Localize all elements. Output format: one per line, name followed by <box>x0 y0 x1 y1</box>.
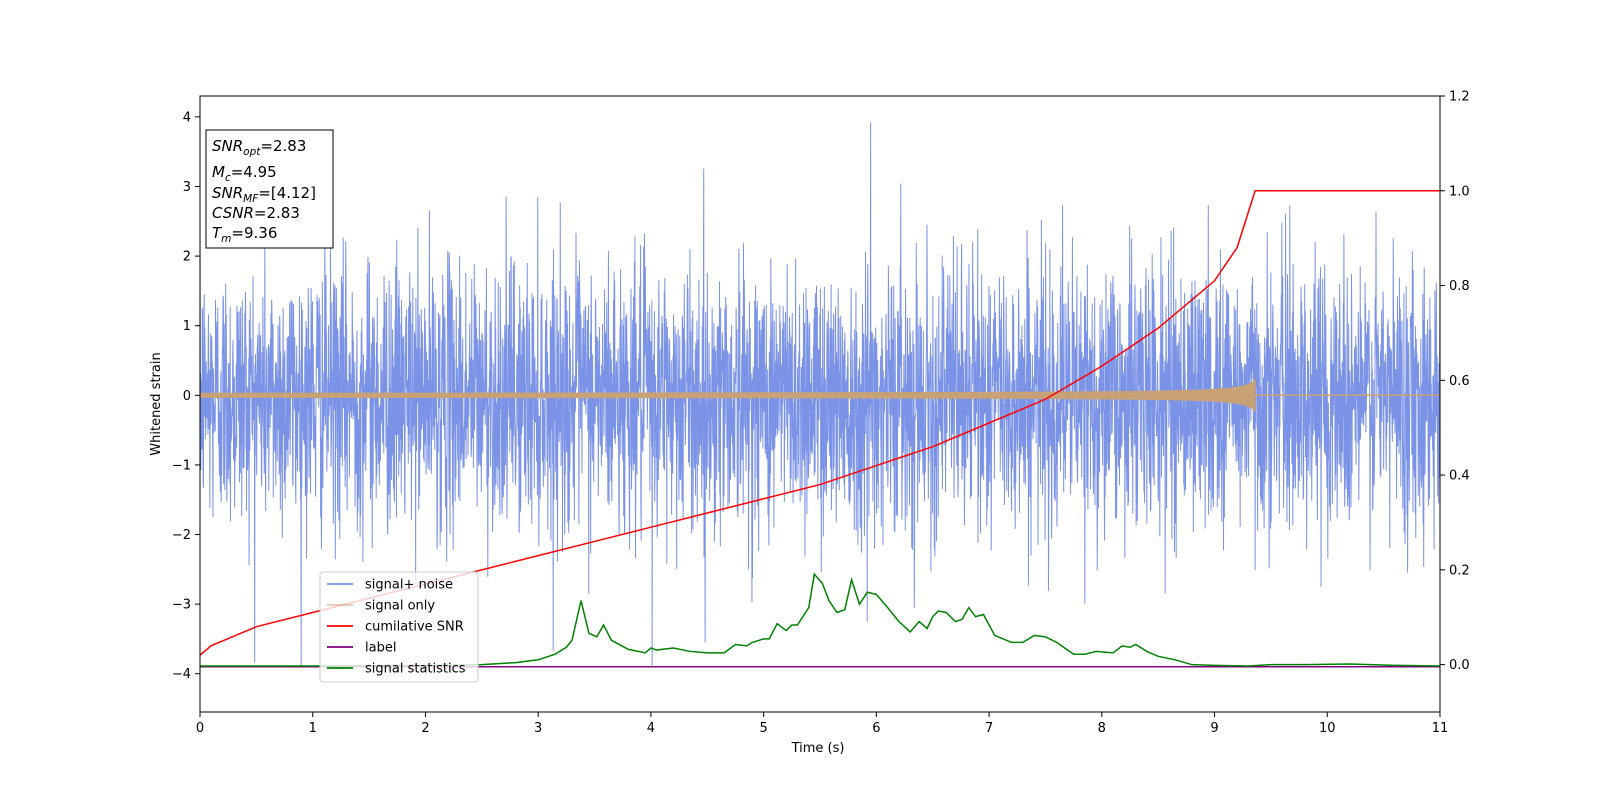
x-tick-label: 11 <box>1432 721 1449 736</box>
info-box: SNRopt=2.83 Mc=4.95 SNRMF=[4.12] CSNR=2.… <box>205 129 334 249</box>
y-tick-label: 1 <box>183 319 191 334</box>
info-mc-main: M <box>212 163 225 181</box>
y-axis-label: Whitened strain <box>149 352 164 455</box>
y2-tick-label: 0.0 <box>1449 658 1470 673</box>
legend-label: signal only <box>365 599 435 614</box>
info-snr-opt: SNRopt=2.83 <box>212 137 306 158</box>
x-axis-label: Time (s) <box>791 741 845 756</box>
y-axis-ticks: 4 3 2 1 0 −1 −2 −3 −4 <box>172 110 200 682</box>
y2-tick-label: 0.2 <box>1449 563 1470 578</box>
y2-tick-label: 0.4 <box>1449 469 1470 484</box>
y-tick-label: −1 <box>172 458 191 473</box>
info-csnr-value: =2.83 <box>254 204 300 222</box>
x-axis-ticks: 0 1 2 3 4 5 6 7 8 9 10 11 <box>196 712 1448 736</box>
x-tick-label: 5 <box>759 721 767 736</box>
legend-label: signal statistics <box>365 662 466 677</box>
x-tick-label: 4 <box>647 721 655 736</box>
info-tm: Tm=9.36 <box>212 224 277 245</box>
y2-tick-label: 1.0 <box>1449 184 1470 199</box>
info-csnr-main: CSNR <box>212 204 254 222</box>
info-csnr: CSNR=2.83 <box>212 204 300 222</box>
x-tick-label: 9 <box>1210 721 1218 736</box>
y-tick-label: 4 <box>183 110 191 125</box>
x-tick-label: 1 <box>309 721 317 736</box>
signal-only-envelope <box>200 378 1256 413</box>
y-tick-label: −2 <box>172 528 191 543</box>
axes-frame <box>199 95 1441 713</box>
info-snr-opt-value: =2.83 <box>260 137 306 155</box>
legend-label: signal+ noise <box>365 578 453 593</box>
legend-label: label <box>365 641 396 656</box>
info-box-frame <box>205 129 334 249</box>
info-snr-mf-main: SNR <box>212 184 243 202</box>
info-tm-value: =9.36 <box>231 224 277 242</box>
info-tm-sub: m <box>221 233 231 245</box>
signal-statistics-series <box>200 572 1440 667</box>
info-mc-value: =4.95 <box>231 163 277 181</box>
signal-only-series <box>200 378 1440 413</box>
y-tick-label: −4 <box>172 667 191 682</box>
x-tick-label: 0 <box>196 721 204 736</box>
info-snr-mf-value: =[4.12] <box>258 184 316 202</box>
x-tick-label: 2 <box>421 721 429 736</box>
y2-tick-label: 0.6 <box>1449 374 1470 389</box>
x-tick-label: 7 <box>985 721 993 736</box>
info-mc-sub: c <box>225 172 231 184</box>
x-tick-label: 8 <box>1098 721 1106 736</box>
signal-noise-line <box>200 122 1440 667</box>
y2-axis-ticks: 1.2 1.0 0.8 0.6 0.4 0.2 0.0 <box>1440 90 1470 673</box>
signal-statistics-line <box>200 572 1440 667</box>
info-snr-mf: SNRMF=[4.12] <box>212 184 316 205</box>
info-snr-mf-sub: MF <box>243 193 259 205</box>
y-tick-label: 3 <box>183 180 191 195</box>
y-tick-label: 2 <box>183 250 191 265</box>
y2-tick-label: 0.8 <box>1449 279 1470 294</box>
x-tick-label: 10 <box>1319 721 1336 736</box>
legend-label: cumilative SNR <box>365 620 464 635</box>
legend-frame <box>319 571 479 683</box>
x-tick-label: 3 <box>534 721 542 736</box>
signal-noise-series <box>200 122 1440 667</box>
info-tm-main: T <box>212 224 223 242</box>
info-snr-opt-sub: opt <box>243 146 261 158</box>
y-tick-label: 0 <box>183 389 191 404</box>
x-tick-label: 6 <box>872 721 880 736</box>
legend: signal+ noise signal only cumilative SNR la… <box>319 571 479 683</box>
info-mc: Mc=4.95 <box>212 163 277 184</box>
y-tick-label: −3 <box>172 598 191 613</box>
y2-tick-label: 1.2 <box>1449 90 1470 105</box>
info-snr-opt-main: SNR <box>212 137 243 155</box>
